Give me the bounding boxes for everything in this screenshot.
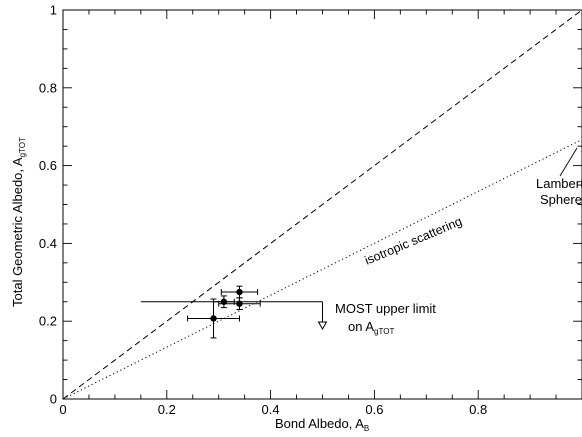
lambert-label-line1: Lambert (536, 176, 582, 191)
lambert-label-line2: Sphere (540, 192, 582, 207)
data-point (236, 288, 243, 296)
line-dashed (62, 9, 582, 400)
y-tick-label: 0 (50, 392, 57, 407)
y-tick-label: 1 (50, 3, 57, 18)
y-tick-label: 0.6 (39, 158, 57, 173)
lambert-pointer (559, 147, 578, 177)
y-axis-label-sub: gTOT (18, 137, 27, 157)
line-dotted-isotropic (62, 139, 582, 400)
ticks: 0 0.2 0.4 0.6 0.8 0 0.2 0.4 0.6 0.8 1 (39, 3, 582, 417)
data-point (236, 300, 243, 307)
x-tick-label: 0 (59, 402, 66, 417)
x-axis-label-text: Bond Albedo, A (275, 416, 364, 431)
y-axis-label: Total Geometric Albedo, AgTOT (10, 137, 27, 307)
x-tick-label: 0.4 (262, 402, 280, 417)
x-axis-label: Bond Albedo, AB (275, 416, 369, 433)
y-tick-label: 0.8 (39, 80, 57, 95)
x-axis-label-sub: B (364, 424, 369, 433)
y-axis-label-text: Total Geometric Albedo, A (10, 157, 25, 307)
most-annotation-sub: gTOT (374, 327, 394, 336)
upper-limit-arrow (317, 321, 328, 330)
x-tick-label: 0.2 (158, 402, 176, 417)
x-tick-label: 0.6 (365, 402, 383, 417)
isotropic-annotation: isotropic scattering (363, 214, 464, 268)
most-annotation-on: on A (348, 319, 374, 334)
x-tick-label: 0.8 (469, 402, 487, 417)
y-tick-label: 0.4 (39, 236, 57, 251)
most-annotation-line2: on AgTOT (348, 319, 394, 336)
series (62, 9, 582, 400)
data-point (210, 315, 217, 322)
y-tick-label: 0.2 (39, 314, 57, 329)
most-annotation-line1: MOST upper limit (335, 301, 436, 316)
